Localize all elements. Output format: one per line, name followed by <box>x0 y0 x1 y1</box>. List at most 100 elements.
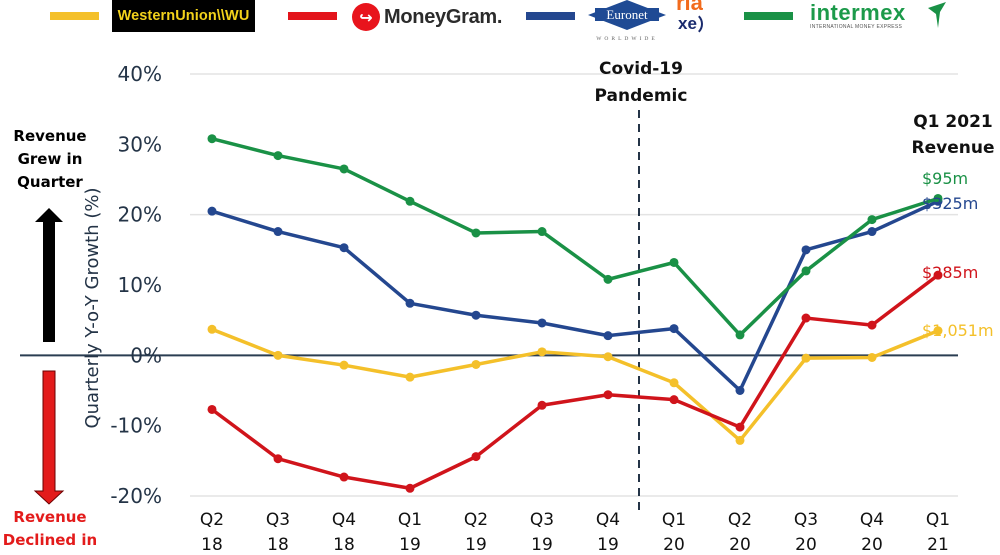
q1-revenue-header-line1: Q1 2021 <box>913 112 993 132</box>
data-point-western-union <box>933 326 943 336</box>
legend-swatch-euronet <box>526 12 575 20</box>
data-point-moneygram <box>933 270 943 280</box>
data-point-western-union <box>339 360 349 370</box>
x-tick-label-year: 18 <box>201 535 223 555</box>
y-tick-label: -10% <box>110 414 162 438</box>
x-tick-label-quarter: Q4 <box>332 510 356 530</box>
covid-annotation-line1: Covid-19 <box>599 59 683 79</box>
x-tick-label-quarter: Q2 <box>464 510 488 530</box>
x-tick-label-quarter: Q1 <box>662 510 686 530</box>
x-tick-label-quarter: Q4 <box>596 510 620 530</box>
data-point-moneygram <box>801 313 811 323</box>
y-tick-label: 20% <box>118 203 162 227</box>
revenue-down-arrow-icon <box>33 370 65 505</box>
euronet-logo: Euronet WORLDWIDE <box>587 0 667 42</box>
data-point-intermex <box>207 134 217 144</box>
x-tick-label-year: 18 <box>333 535 355 555</box>
legend-swatch-intermex <box>744 12 793 20</box>
data-point-intermex <box>405 196 415 206</box>
ria-logo: ria <box>676 0 703 15</box>
data-point-western-union <box>273 350 283 360</box>
x-tick-label-quarter: Q2 <box>728 510 752 530</box>
series-intermex <box>207 134 943 340</box>
data-point-western-union <box>207 324 217 334</box>
western-union-logo-text: WesternUnion\\WU <box>117 8 250 24</box>
x-tick-label-quarter: Q3 <box>530 510 554 530</box>
x-tick-label-year: 20 <box>861 535 883 555</box>
gridlines <box>20 73 958 497</box>
western-union-logo: WesternUnion\\WU <box>112 0 255 32</box>
revenue-up-arrow-icon <box>35 208 63 342</box>
data-point-euronet <box>405 298 415 308</box>
data-point-intermex <box>273 151 283 161</box>
data-point-moneygram <box>471 452 481 462</box>
data-point-euronet <box>273 227 283 237</box>
data-point-euronet <box>867 227 877 237</box>
x-tick-label-quarter: Q2 <box>200 510 224 530</box>
data-point-intermex <box>603 274 613 284</box>
data-point-moneygram <box>273 454 283 464</box>
data-point-moneygram <box>735 422 745 432</box>
series-euronet <box>207 196 943 395</box>
series-moneygram <box>207 270 943 493</box>
intermex-logo-text: intermex <box>810 0 906 25</box>
data-point-intermex <box>471 228 481 238</box>
series-line-euronet <box>211 199 939 393</box>
moneygram-logo-text: MoneyGram. <box>384 5 503 28</box>
series-line-intermex <box>211 137 939 337</box>
moneygram-icon: ↪ <box>352 3 380 31</box>
x-tick-label-quarter: Q4 <box>860 510 884 530</box>
data-point-euronet <box>603 331 613 341</box>
data-point-euronet <box>207 206 217 216</box>
euronet-logo-text: Euronet <box>606 7 648 22</box>
data-point-euronet <box>537 318 547 328</box>
intermex-logo: intermex INTERNATIONAL MONEY EXPRESS <box>810 0 950 32</box>
moneygram-logo: ↪ MoneyGram. <box>352 2 502 32</box>
covid-annotation-line2: Pandemic <box>595 86 688 106</box>
series-line-moneygram <box>210 273 940 491</box>
data-point-western-union <box>603 352 613 362</box>
data-point-western-union <box>537 347 547 357</box>
legend-swatch-western-union <box>50 12 99 20</box>
y-tick-label: 30% <box>118 132 162 156</box>
euronet-logo-subtext: WORLDWIDE <box>596 36 658 42</box>
intermex-flag-icon <box>928 2 946 28</box>
x-tick-label-quarter: Q3 <box>266 510 290 530</box>
data-point-euronet <box>801 245 811 255</box>
data-point-intermex <box>669 257 679 267</box>
y-tick-label: 40% <box>118 62 162 86</box>
data-point-euronet <box>669 324 679 334</box>
data-point-western-union <box>405 372 415 382</box>
data-point-intermex <box>801 266 811 276</box>
xe-logo: xe <box>678 12 703 36</box>
y-tick-label: 10% <box>118 273 162 297</box>
y-tick-label: 0% <box>130 343 162 367</box>
end-label-euronet: $325m <box>922 194 978 213</box>
data-point-moneygram <box>669 395 679 405</box>
x-tick-label-year: 20 <box>663 535 685 555</box>
x-tick-label-year: 21 <box>927 535 949 555</box>
data-point-intermex <box>867 215 877 225</box>
end-label-moneygram: $285m <box>922 263 978 282</box>
data-point-western-union <box>735 435 745 445</box>
data-point-western-union <box>801 353 811 363</box>
x-tick-label-year: 19 <box>531 535 553 555</box>
revenue-grew-label: Revenue Grew in Quarter <box>13 127 87 191</box>
data-point-intermex <box>537 227 547 237</box>
x-tick-label-year: 19 <box>399 535 421 555</box>
q1-revenue-header-line2: Revenue <box>912 138 995 158</box>
data-point-euronet <box>471 310 481 320</box>
data-point-euronet <box>735 386 745 395</box>
data-point-moneygram <box>405 483 415 493</box>
x-tick-label-year: 20 <box>795 535 817 555</box>
end-label-western-union: $1,051m <box>922 321 994 340</box>
data-point-intermex <box>735 330 745 340</box>
data-point-intermex <box>339 164 349 174</box>
x-tick-label-year: 20 <box>729 535 751 555</box>
x-tick-label-quarter: Q1 <box>398 510 422 530</box>
x-tick-label-quarter: Q1 <box>926 510 950 530</box>
data-point-moneygram <box>339 472 349 482</box>
data-point-western-union <box>867 352 877 362</box>
data-point-moneygram <box>207 404 217 414</box>
x-tick-label-year: 19 <box>597 535 619 555</box>
